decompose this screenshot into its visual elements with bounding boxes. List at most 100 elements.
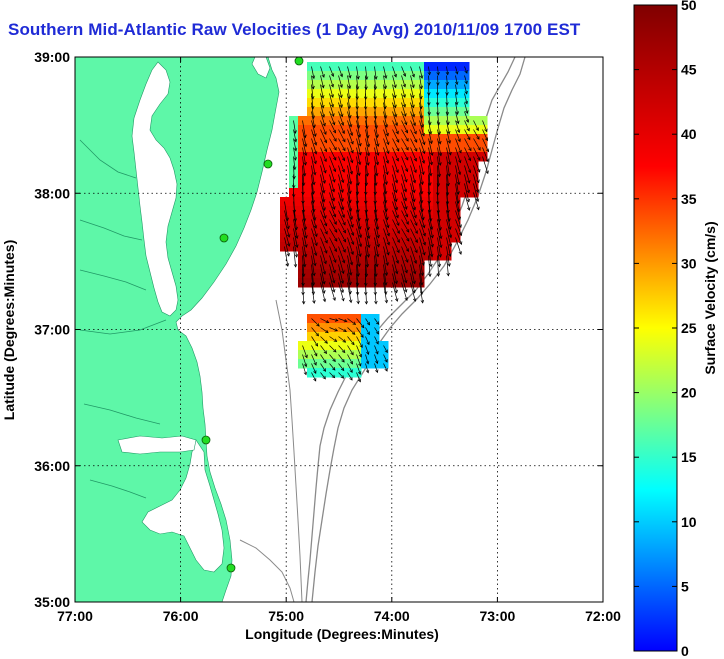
velocity-arrow-head <box>357 161 362 166</box>
velocity-arrow-head <box>412 206 417 211</box>
velocity-arrow-head <box>421 262 425 267</box>
velocity-arrow <box>365 201 368 222</box>
velocity-arrow-head <box>458 232 463 237</box>
velocity-arrow-head <box>458 224 462 229</box>
velocity-arrow <box>392 165 398 183</box>
velocity-arrow-head <box>334 318 339 322</box>
velocity-arrow-head <box>429 253 434 258</box>
velocity-arrow <box>356 345 362 358</box>
velocity-arrow-head <box>405 259 409 263</box>
velocity-arrow <box>338 273 344 293</box>
radar-station-marker <box>201 435 211 445</box>
velocity-arrow-head <box>385 216 389 221</box>
velocity-arrow <box>356 246 360 267</box>
velocity-arrow-head <box>360 324 365 329</box>
velocity-arrow <box>455 93 458 105</box>
velocity-arrow <box>347 93 351 109</box>
velocity-arrow-head <box>294 254 299 258</box>
velocity-arrow-head <box>438 152 443 157</box>
velocity-arrow <box>347 372 353 381</box>
velocity-arrow <box>392 237 400 253</box>
velocity-arrow <box>329 84 334 98</box>
velocity-arrow <box>419 138 425 154</box>
velocity-arrow-head <box>464 100 469 105</box>
velocity-arrow-head <box>485 158 489 163</box>
velocity-arrow <box>455 156 461 175</box>
velocity-arrow <box>293 156 296 170</box>
velocity-arrow-head <box>411 104 415 109</box>
velocity-arrow <box>347 273 351 294</box>
velocity-arrow <box>383 246 389 266</box>
velocity-arrow <box>455 237 462 255</box>
velocity-arrow-head <box>422 251 426 256</box>
velocity-arrow <box>437 120 440 135</box>
velocity-arrow-head <box>375 161 380 166</box>
velocity-arrow <box>374 228 380 247</box>
velocity-arrow-head <box>366 321 371 326</box>
velocity-arrow <box>329 66 334 77</box>
velocity-arrow <box>428 75 430 86</box>
velocity-arrow <box>392 129 400 143</box>
velocity-arrow-head <box>375 172 379 177</box>
velocity-arrow <box>383 93 386 109</box>
velocity-arrow-head <box>364 86 368 91</box>
velocity-arrow-head <box>293 263 298 268</box>
velocity-arrow-head <box>404 297 408 301</box>
velocity-arrow-head <box>340 113 344 118</box>
velocity-arrow-head <box>427 82 431 86</box>
velocity-arrow-head <box>402 73 407 77</box>
velocity-arrow <box>446 192 449 213</box>
velocity-arrow-head <box>376 253 380 258</box>
velocity-arrow <box>284 246 289 267</box>
velocity-arrow <box>374 336 379 345</box>
velocity-arrow-head <box>357 172 361 177</box>
velocity-arrow-head <box>322 375 326 380</box>
velocity-arrow <box>410 84 414 98</box>
velocity-arrow <box>347 84 350 99</box>
velocity-arrow-head <box>448 226 452 231</box>
velocity-arrow <box>473 147 481 161</box>
velocity-arrow-head <box>358 353 362 358</box>
velocity-arrow <box>410 273 416 293</box>
velocity-arrow <box>374 138 379 156</box>
velocity-arrow <box>392 138 400 152</box>
velocity-arrow <box>473 192 480 210</box>
velocity-arrow-head <box>385 171 389 176</box>
velocity-arrow <box>347 255 352 276</box>
velocity-arrow <box>419 129 425 145</box>
velocity-arrow-head <box>366 162 370 166</box>
velocity-arrow <box>428 210 433 230</box>
velocity-arrows <box>284 66 490 383</box>
velocity-arrow-head <box>395 130 399 135</box>
velocity-arrow-head <box>386 224 390 229</box>
velocity-arrow-head <box>340 289 345 294</box>
velocity-arrow <box>311 201 316 221</box>
velocity-arrow-head <box>384 299 389 304</box>
velocity-arrow <box>419 246 425 266</box>
velocity-arrow-head <box>323 139 328 144</box>
velocity-arrow <box>329 183 335 201</box>
velocity-arrow <box>329 111 335 125</box>
velocity-arrow <box>329 327 338 332</box>
velocity-arrow <box>401 201 408 217</box>
velocity-arrow <box>320 336 328 344</box>
velocity-arrow <box>401 129 409 142</box>
velocity-arrow-head <box>447 140 452 144</box>
velocity-arrow-head <box>321 84 325 89</box>
velocity-arrow-head <box>375 263 379 268</box>
velocity-arrow-head <box>403 188 408 193</box>
velocity-arrow-head <box>312 171 317 176</box>
velocity-arrow-head <box>355 96 359 100</box>
colorbar-tick-label: 0 <box>681 643 689 659</box>
velocity-arrow-head <box>325 329 329 334</box>
velocity-arrow <box>446 246 450 267</box>
velocity-arrow <box>365 120 369 138</box>
velocity-arrow-head <box>286 253 290 257</box>
velocity-arrow <box>293 138 297 151</box>
colorbar-tick-label: 10 <box>681 514 697 530</box>
velocity-arrow-head <box>365 360 370 365</box>
velocity-arrow <box>311 66 315 79</box>
velocity-arrow <box>356 327 364 338</box>
velocity-arrow <box>329 372 335 378</box>
velocity-arrow <box>383 75 387 89</box>
